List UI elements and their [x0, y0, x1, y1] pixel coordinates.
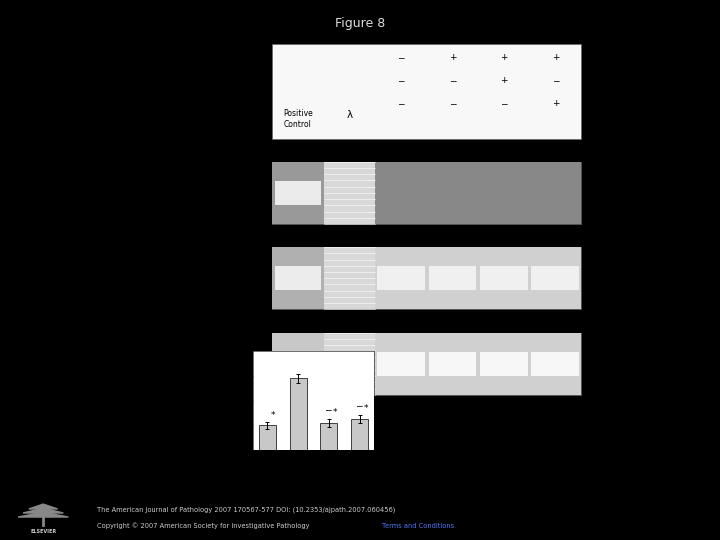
Text: −: − — [397, 76, 405, 85]
Text: B: B — [131, 409, 139, 419]
Text: MMP-9: MMP-9 — [588, 273, 625, 284]
Bar — [377, 266, 425, 290]
Text: 1: 1 — [295, 143, 301, 152]
Bar — [274, 266, 321, 290]
Text: −: − — [355, 402, 363, 410]
Bar — [324, 247, 375, 309]
Bar — [428, 266, 476, 290]
Bar — [531, 352, 579, 375]
Bar — [375, 161, 427, 224]
Bar — [274, 352, 321, 375]
Y-axis label: MMP-9 / β-actin
mRNA: MMP-9 / β-actin mRNA — [217, 371, 237, 430]
Bar — [375, 333, 581, 395]
Bar — [324, 161, 375, 224]
Bar — [324, 333, 375, 395]
Text: 3: 3 — [398, 143, 404, 152]
Text: The American Journal of Pathology 2007 170567-577 DOI: (10.2353/ajpath.2007.0604: The American Journal of Pathology 2007 1… — [97, 507, 395, 513]
Text: Positive: Positive — [283, 109, 312, 118]
Text: Figure 8: Figure 8 — [335, 17, 385, 30]
Text: *: * — [333, 408, 337, 417]
Text: Terms and Conditions: Terms and Conditions — [382, 523, 454, 529]
Bar — [478, 161, 530, 224]
Text: *: * — [364, 404, 368, 413]
Bar — [377, 352, 425, 375]
Text: FN: FN — [588, 53, 600, 62]
Bar — [531, 266, 579, 290]
Text: Copyright © 2007 American Society for Investigative Pathology: Copyright © 2007 American Society for In… — [97, 523, 312, 529]
Polygon shape — [18, 512, 68, 517]
Bar — [289, 379, 307, 450]
Text: 4: 4 — [449, 143, 455, 152]
Text: A: A — [131, 44, 140, 54]
Bar — [377, 352, 425, 375]
Text: λ: λ — [346, 110, 353, 120]
Text: 754bp: 754bp — [208, 274, 235, 283]
Text: 5: 5 — [501, 143, 507, 152]
Bar — [531, 352, 579, 375]
Text: −: − — [500, 99, 508, 109]
Text: +: + — [449, 53, 456, 62]
Bar — [320, 423, 338, 450]
Bar — [427, 161, 478, 224]
Text: +: + — [500, 76, 508, 85]
Text: 6: 6 — [552, 143, 558, 152]
Text: β-Actin: β-Actin — [588, 359, 628, 369]
Text: −: − — [552, 76, 559, 85]
Text: −: − — [397, 99, 405, 109]
Polygon shape — [29, 504, 58, 509]
Text: ELSEVIER: ELSEVIER — [30, 529, 56, 534]
Bar — [428, 352, 476, 375]
Text: 682bp: 682bp — [207, 359, 235, 368]
Bar — [272, 161, 324, 224]
Polygon shape — [23, 508, 63, 513]
Bar — [272, 247, 324, 309]
Text: +: + — [552, 99, 559, 109]
Text: −: − — [449, 76, 456, 85]
Bar — [351, 419, 368, 450]
Text: 2: 2 — [346, 143, 352, 152]
Bar — [480, 352, 528, 375]
Text: Control: Control — [284, 120, 312, 130]
Text: −: − — [325, 405, 332, 414]
Bar — [272, 333, 581, 395]
Bar — [480, 266, 528, 290]
Bar — [530, 161, 581, 224]
Bar — [274, 181, 321, 205]
Bar — [258, 426, 276, 450]
Text: +: + — [552, 53, 559, 62]
Text: Anti-α4: Anti-α4 — [588, 99, 621, 109]
Text: −: − — [449, 99, 456, 109]
Bar — [272, 247, 581, 309]
Text: *: * — [271, 411, 275, 420]
Bar — [272, 333, 324, 395]
Text: MMP-2: MMP-2 — [588, 188, 625, 198]
Bar — [272, 161, 581, 224]
Bar — [272, 44, 581, 139]
Text: Anti-FN: Anti-FN — [588, 76, 621, 85]
Bar — [375, 247, 581, 309]
Bar — [428, 352, 476, 375]
Text: 576bp: 576bp — [207, 188, 235, 197]
Text: +: + — [500, 53, 508, 62]
Bar — [480, 352, 528, 375]
Text: −: − — [397, 53, 405, 62]
